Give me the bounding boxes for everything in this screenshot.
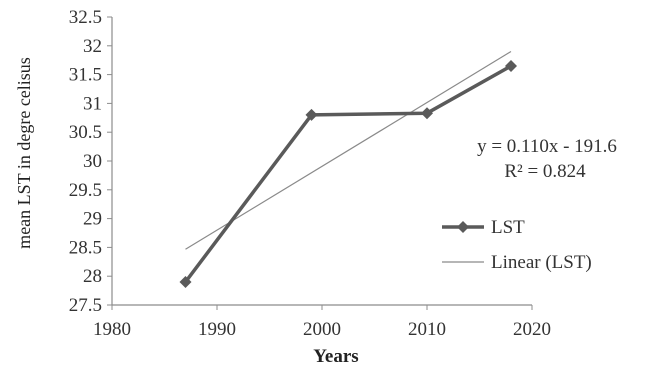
legend-lst-marker — [457, 221, 469, 233]
legend: LST Linear (LST) — [442, 217, 592, 273]
x-tick-label: 2010 — [408, 319, 446, 340]
y-tick-label: 31 — [83, 93, 102, 114]
series-lst — [179, 59, 517, 288]
y-tick-label: 31.5 — [69, 65, 102, 86]
y-axis-title: mean LST in degre celisus — [14, 57, 34, 249]
y-tick-label: 27.5 — [69, 295, 102, 316]
x-tick-label: 2020 — [513, 319, 551, 340]
x-axis-title: Years — [313, 346, 358, 367]
legend-lst-label: LST — [491, 217, 525, 238]
x-tick-label: 2000 — [303, 319, 341, 340]
y-tick-label: 32.5 — [69, 7, 102, 28]
y-tick-label: 29.5 — [69, 180, 102, 201]
x-axis-ticks: 1980 1990 2000 2010 2020 — [93, 305, 551, 340]
y-tick-label: 32 — [83, 36, 102, 57]
x-tick-label: 1980 — [93, 319, 131, 340]
trendline-r-squared: R² = 0.824 — [504, 161, 586, 182]
x-tick-label: 1990 — [198, 319, 236, 340]
data-point-marker — [421, 107, 433, 120]
y-tick-label: 29 — [83, 209, 102, 230]
trendline — [185, 50, 512, 250]
data-point-marker — [305, 108, 318, 121]
y-axis-ticks: 27.5 28 28.5 29 29.5 30 30.5 31 31.5 32 32.5 — [69, 7, 112, 316]
y-tick-label: 30 — [83, 151, 102, 172]
y-tick-label: 28.5 — [69, 237, 102, 258]
trendline-equation: y = 0.110x - 191.6 — [477, 136, 617, 157]
data-point-marker — [179, 275, 192, 288]
y-tick-label: 30.5 — [69, 122, 102, 143]
y-tick-label: 28 — [83, 266, 102, 287]
legend-linear-label: Linear (LST) — [491, 252, 592, 273]
series-line-lst — [184, 64, 512, 284]
data-point-marker — [505, 59, 517, 72]
